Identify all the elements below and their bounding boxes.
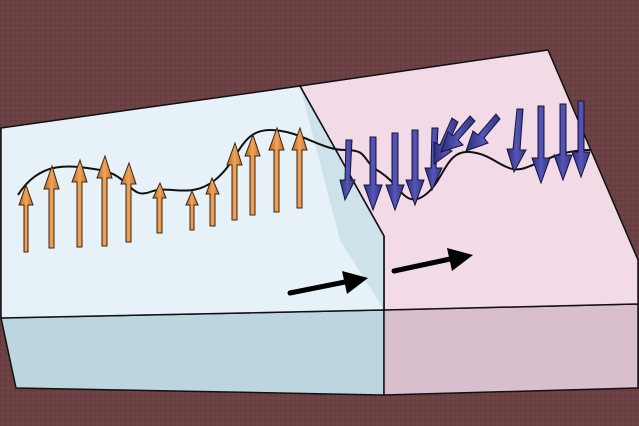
moment-down-arrow (385, 132, 405, 212)
moment-down-arrow (571, 100, 591, 179)
moment-up-arrow (96, 154, 113, 247)
moment-up-arrow (205, 176, 220, 227)
moment-up-arrow (120, 161, 137, 243)
moment-down-arrow (363, 136, 383, 212)
moment-down-arrow (506, 108, 527, 174)
moment-tilted-arrow (465, 113, 501, 152)
moment-up-arrow (268, 126, 285, 213)
moment-up-arrow (43, 164, 60, 249)
left-motion-arrow (287, 271, 368, 296)
left-domain-moments (18, 126, 308, 253)
moment-tilted-arrow (440, 115, 476, 153)
moment-down-arrow (339, 139, 356, 202)
moment-down-arrow (531, 105, 551, 185)
moment-up-arrow (291, 126, 308, 209)
moment-up-arrow (226, 141, 243, 221)
slab-front-face-left (0, 309, 385, 396)
right-domain-moments (339, 100, 591, 212)
moment-down-arrow (553, 103, 573, 182)
moment-up-arrow (244, 133, 261, 216)
right-motion-arrow (391, 248, 473, 274)
moment-up-arrow (152, 181, 167, 234)
domain-wall-edge (299, 85, 385, 237)
moment-up-arrow (185, 189, 199, 231)
domain-wall-plane (300, 86, 384, 310)
slab-front-face-right (383, 303, 639, 396)
moment-up-arrow (71, 158, 88, 248)
moment-up-arrow (18, 183, 34, 253)
moment-down-arrow (405, 129, 425, 207)
